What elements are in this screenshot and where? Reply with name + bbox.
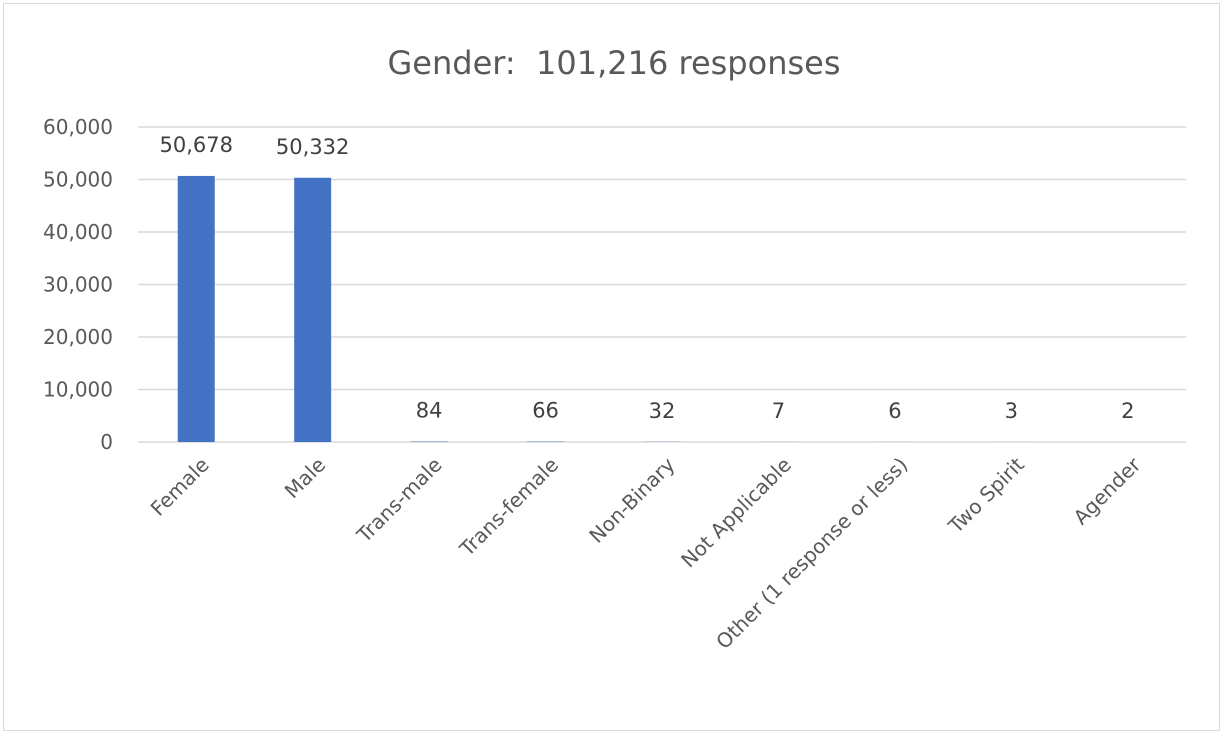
y-tick-label: 60,000: [43, 115, 113, 139]
y-tick-label: 10,000: [43, 378, 113, 402]
category-label: Female: [146, 453, 214, 521]
data-label: 6: [888, 399, 901, 423]
category-label: Male: [280, 453, 330, 503]
data-label: 50,332: [276, 135, 349, 159]
category-label: Non-Binary: [584, 452, 679, 547]
chart-title: Gender: 101,216 responses: [388, 44, 841, 82]
y-tick-label: 50,000: [43, 168, 113, 192]
category-label: Two Spirit: [943, 452, 1029, 538]
data-label: 50,678: [159, 133, 232, 157]
y-tick-label: 20,000: [43, 325, 113, 349]
data-label: 66: [532, 399, 559, 423]
category-labels: Female Male Trans-male Trans-female Non-Bina…: [146, 452, 1146, 654]
category-label: Trans-male: [351, 453, 446, 548]
y-tick-label: 30,000: [43, 273, 113, 297]
chart-frame: Gender: 101,216 responses 0 10,000 20,000 3…: [3, 3, 1220, 731]
bar: [294, 177, 332, 442]
bar: [177, 175, 215, 443]
data-label: 32: [649, 399, 676, 423]
bar-chart: Gender: 101,216 responses 0 10,000 20,000 3…: [43, 44, 1186, 654]
y-tick-label: 40,000: [43, 220, 113, 244]
y-tick-label: 0: [100, 430, 113, 454]
data-label: 2: [1121, 399, 1134, 423]
y-axis-ticks: 0 10,000 20,000 30,000 40,000 50,000 60,000: [43, 115, 113, 454]
data-label: 84: [416, 399, 443, 423]
category-label: Agender: [1069, 452, 1146, 529]
data-label: 7: [772, 399, 785, 423]
category-label: Not Applicable: [676, 453, 796, 573]
category-label: Trans-female: [454, 453, 563, 562]
category-label: Other (1 response or less): [711, 453, 912, 654]
data-label: 3: [1005, 399, 1018, 423]
bars: [177, 175, 1147, 443]
